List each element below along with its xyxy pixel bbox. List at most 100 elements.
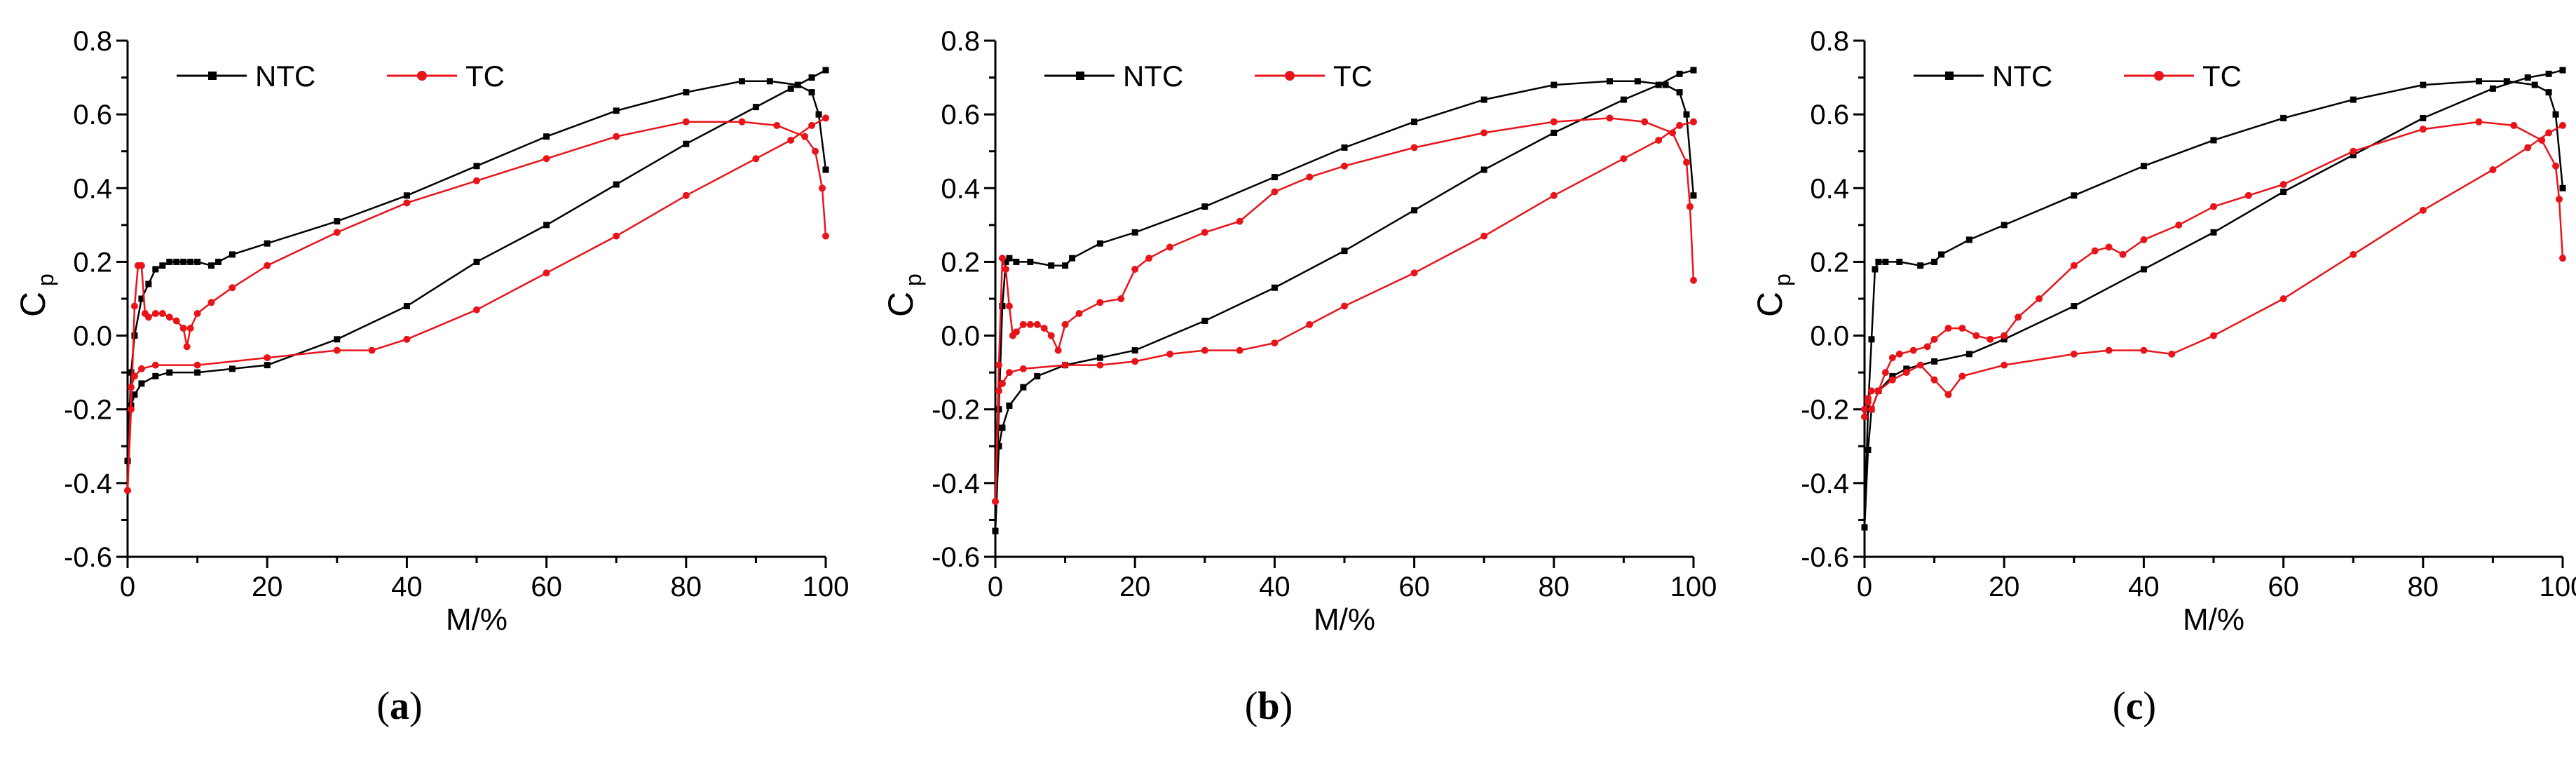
data-point-ntc: [1676, 89, 1683, 96]
data-point-tc: [1923, 343, 1931, 351]
data-point-ntc: [1882, 258, 1889, 265]
data-point-ntc: [264, 362, 271, 369]
data-point-tc: [2036, 295, 2043, 302]
data-point-tc: [1096, 299, 1104, 306]
data-point-ntc: [1096, 240, 1103, 247]
data-point-ntc: [264, 240, 271, 247]
data-point-tc: [2001, 361, 2008, 369]
data-point-ntc: [166, 258, 173, 265]
data-point-tc: [1019, 365, 1027, 372]
data-point-tc: [165, 313, 173, 321]
data-point-ntc: [1861, 524, 1868, 531]
data-point-ntc: [2524, 74, 2531, 81]
data-point-tc: [1874, 387, 1882, 395]
data-point-ntc: [152, 372, 159, 379]
data-point-ntc: [1062, 262, 1069, 269]
data-point-ntc: [2559, 184, 2566, 191]
data-point-ntc: [1931, 258, 1938, 265]
data-point-ntc: [166, 369, 173, 376]
data-point-tc: [264, 262, 271, 269]
data-point-tc: [752, 155, 760, 163]
data-point-ntc: [128, 369, 135, 376]
data-point-tc: [1550, 118, 1558, 126]
data-point-ntc: [1938, 251, 1945, 258]
legend-label-tc: TC: [1333, 60, 1372, 93]
data-point-tc: [1012, 328, 1020, 336]
series-line-ntc-upper: [1863, 80, 2564, 527]
series-line-ntc-upper: [126, 80, 827, 461]
data-point-tc: [2015, 313, 2022, 321]
data-point-ntc: [194, 369, 201, 376]
y-axis-title: Cp: [13, 274, 58, 317]
legend-label-ntc: NTC: [1992, 60, 2052, 93]
x-tick-label: 100: [803, 572, 850, 602]
y-tick-label: -0.2: [64, 395, 112, 426]
series-line-tc-lower: [126, 117, 826, 491]
data-point-tc: [1676, 121, 1684, 129]
data-point-tc: [1026, 320, 1034, 328]
data-point-tc: [1655, 136, 1663, 144]
data-point-tc: [812, 147, 819, 155]
data-point-tc: [1867, 405, 1875, 413]
data-point-tc: [144, 313, 152, 321]
data-point-tc: [2552, 162, 2560, 170]
y-tick-label: -0.6: [64, 542, 112, 573]
chart-panel-b: 0 20 40 60 80 100 -0.6 -0.4 -0.2 0.0 0.2 0.4 0.6 0.8 M…: [881, 26, 1717, 637]
x-tick-label: 80: [2408, 572, 2439, 602]
data-point-ntc: [214, 258, 222, 265]
series-line-tc-lower: [994, 121, 1694, 502]
data-point-ntc: [2420, 114, 2427, 121]
data-point-tc: [1683, 158, 1691, 166]
data-point-ntc: [2531, 81, 2538, 88]
x-axis-title: M/%: [446, 602, 507, 637]
data-point-tc: [1002, 265, 1009, 273]
data-point-ntc: [822, 166, 829, 173]
data-point-tc: [1410, 144, 1418, 151]
data-point-ntc: [138, 380, 145, 387]
y-tick-label: 0.6: [941, 100, 980, 130]
data-point-tc: [1888, 354, 1896, 362]
legend: NTC TC: [1044, 60, 1372, 93]
series-line-tc-lower: [1863, 124, 2563, 412]
data-point-ntc: [1341, 248, 1348, 255]
data-point-tc: [995, 387, 1002, 395]
data-point-tc: [1033, 320, 1041, 328]
data-point-ntc: [1096, 354, 1103, 361]
data-point-tc: [1061, 361, 1069, 369]
data-point-tc: [2105, 346, 2113, 354]
data-point-tc: [2070, 262, 2078, 269]
data-point-tc: [822, 114, 829, 122]
legend-marker-ntc: [1076, 72, 1084, 80]
data-point-tc: [682, 191, 690, 199]
x-axis-title: M/%: [2183, 602, 2244, 637]
data-point-tc: [1861, 413, 1868, 421]
data-point-tc: [1341, 302, 1348, 310]
data-point-tc: [773, 121, 781, 129]
data-point-tc: [1881, 369, 1889, 377]
x-tick-label: 40: [2128, 572, 2160, 602]
x-tick-label: 40: [1259, 572, 1290, 602]
data-point-tc: [1166, 350, 1173, 358]
data-point-ntc: [1683, 111, 1690, 118]
data-point-ntc: [2001, 222, 2008, 229]
y-axis-title: Cp: [881, 274, 926, 317]
data-point-tc: [1986, 335, 1994, 343]
data-point-ntc: [1965, 351, 1972, 358]
data-point-tc: [1054, 346, 1062, 354]
data-point-ntc: [999, 424, 1006, 431]
data-point-tc: [1117, 295, 1125, 302]
data-point-tc: [1867, 387, 1875, 395]
data-point-tc: [613, 133, 620, 140]
y-tick-label: 0.4: [73, 173, 112, 204]
x-tick-label: 60: [531, 572, 562, 602]
panel-label-c: (c): [2112, 684, 2157, 728]
data-point-tc: [1306, 173, 1314, 181]
y-tick-label: 0.2: [73, 247, 112, 278]
data-point-tc: [1480, 129, 1488, 137]
data-point-ntc: [145, 281, 152, 288]
series-ntc: [1861, 67, 2566, 531]
data-point-ntc: [683, 89, 690, 96]
data-point-ntc: [1411, 207, 1418, 214]
data-point-ntc: [1131, 229, 1138, 236]
